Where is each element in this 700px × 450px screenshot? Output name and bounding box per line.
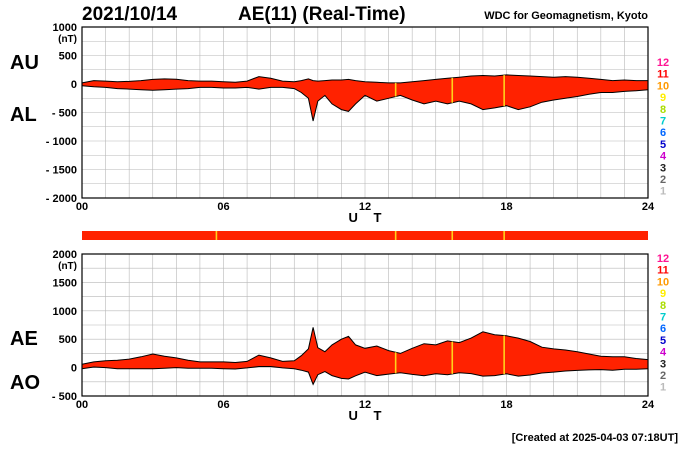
aeao-frame [81,253,649,397]
aeao-xtick-4: 24 [642,399,655,411]
aual-level-4: 4 [660,151,667,163]
aual-ytick-1: 500 [59,51,77,63]
created-timestamp: [Created at 2025-04-03 07:18UT] [511,432,678,444]
aeao-level-10: 10 [657,276,669,288]
aual-level-6: 6 [660,127,666,139]
aeao-ytick-2: 1000 [53,306,77,318]
aeao-area [82,327,648,385]
aual-xtick-0: 00 [76,201,88,213]
aeao-xlabel: U T [349,408,388,423]
aual-ytick-3: - 500 [52,108,77,120]
aual-ytick-2: 0 [71,79,77,91]
aual-xtick-2: 12 [359,201,371,213]
aual-xtick-3: 18 [500,201,512,213]
aeao-ytick-4: 0 [71,363,77,375]
aual-ytick-6: - 2000 [46,193,77,205]
ae-label: AE [10,328,38,350]
aeao-level-5: 5 [660,335,666,347]
aual-unit: (nT) [58,34,77,45]
aual-xlabel: U T [349,210,388,225]
aual-level-10: 10 [657,80,669,92]
aeao-level-6: 6 [660,323,666,335]
aual-ytick-4: - 1000 [46,136,77,148]
aeao-level-8: 8 [660,300,666,312]
al-label: AL [10,104,37,126]
aual-level-12: 12 [657,57,669,69]
aeao-xtick-1: 06 [217,399,229,411]
aeao-series-ao [81,366,649,386]
aeao-level-9: 9 [660,288,666,300]
aual-level-8: 8 [660,104,666,116]
aual-level-5: 5 [660,139,666,151]
chart-date: 2021/10/14 [82,4,178,25]
aeao-ytick-3: 500 [59,334,77,346]
aual-area [82,74,648,121]
aual-level-11: 11 [657,69,669,81]
aual-level-9: 9 [660,92,666,104]
aeao-level-1: 1 [660,382,666,394]
aual-level-3: 3 [660,162,666,174]
aual-series-al [81,85,649,122]
aual-frame [81,26,649,199]
ao-label: AO [10,372,40,394]
aual-level-7: 7 [660,116,666,128]
organization-label: WDC for Geomagnetism, Kyoto [484,10,648,22]
au-label: AU [10,52,39,74]
aual-xtick-4: 24 [642,201,655,213]
aeao-level-3: 3 [660,358,666,370]
aeao-level-7: 7 [660,312,666,324]
aeao-level-11: 11 [657,265,669,277]
aeao-xtick-3: 18 [500,399,512,411]
aeao-level-12: 12 [657,253,669,265]
chart-title: AE(11) (Real-Time) [238,4,406,25]
aeao-xtick-2: 12 [359,399,371,411]
aeao-level-4: 4 [660,347,667,359]
aeao-ytick-5: - 500 [52,391,77,403]
aeao-series-ae [81,327,649,365]
aeao-level-2: 2 [660,370,666,382]
activity-strip-bar [82,231,648,240]
aeao-ytick-1: 1500 [53,277,77,289]
aual-ytick-5: - 1500 [46,165,77,177]
aual-level-2: 2 [660,174,666,186]
aual-series-au [81,74,648,84]
aual-ytick-0: 1000 [53,22,77,34]
aeao-unit: (nT) [58,261,77,272]
aual-xtick-1: 06 [217,201,229,213]
aeao-xtick-0: 00 [76,399,88,411]
aeao-ytick-0: 2000 [53,249,77,261]
aual-level-1: 1 [660,186,666,198]
